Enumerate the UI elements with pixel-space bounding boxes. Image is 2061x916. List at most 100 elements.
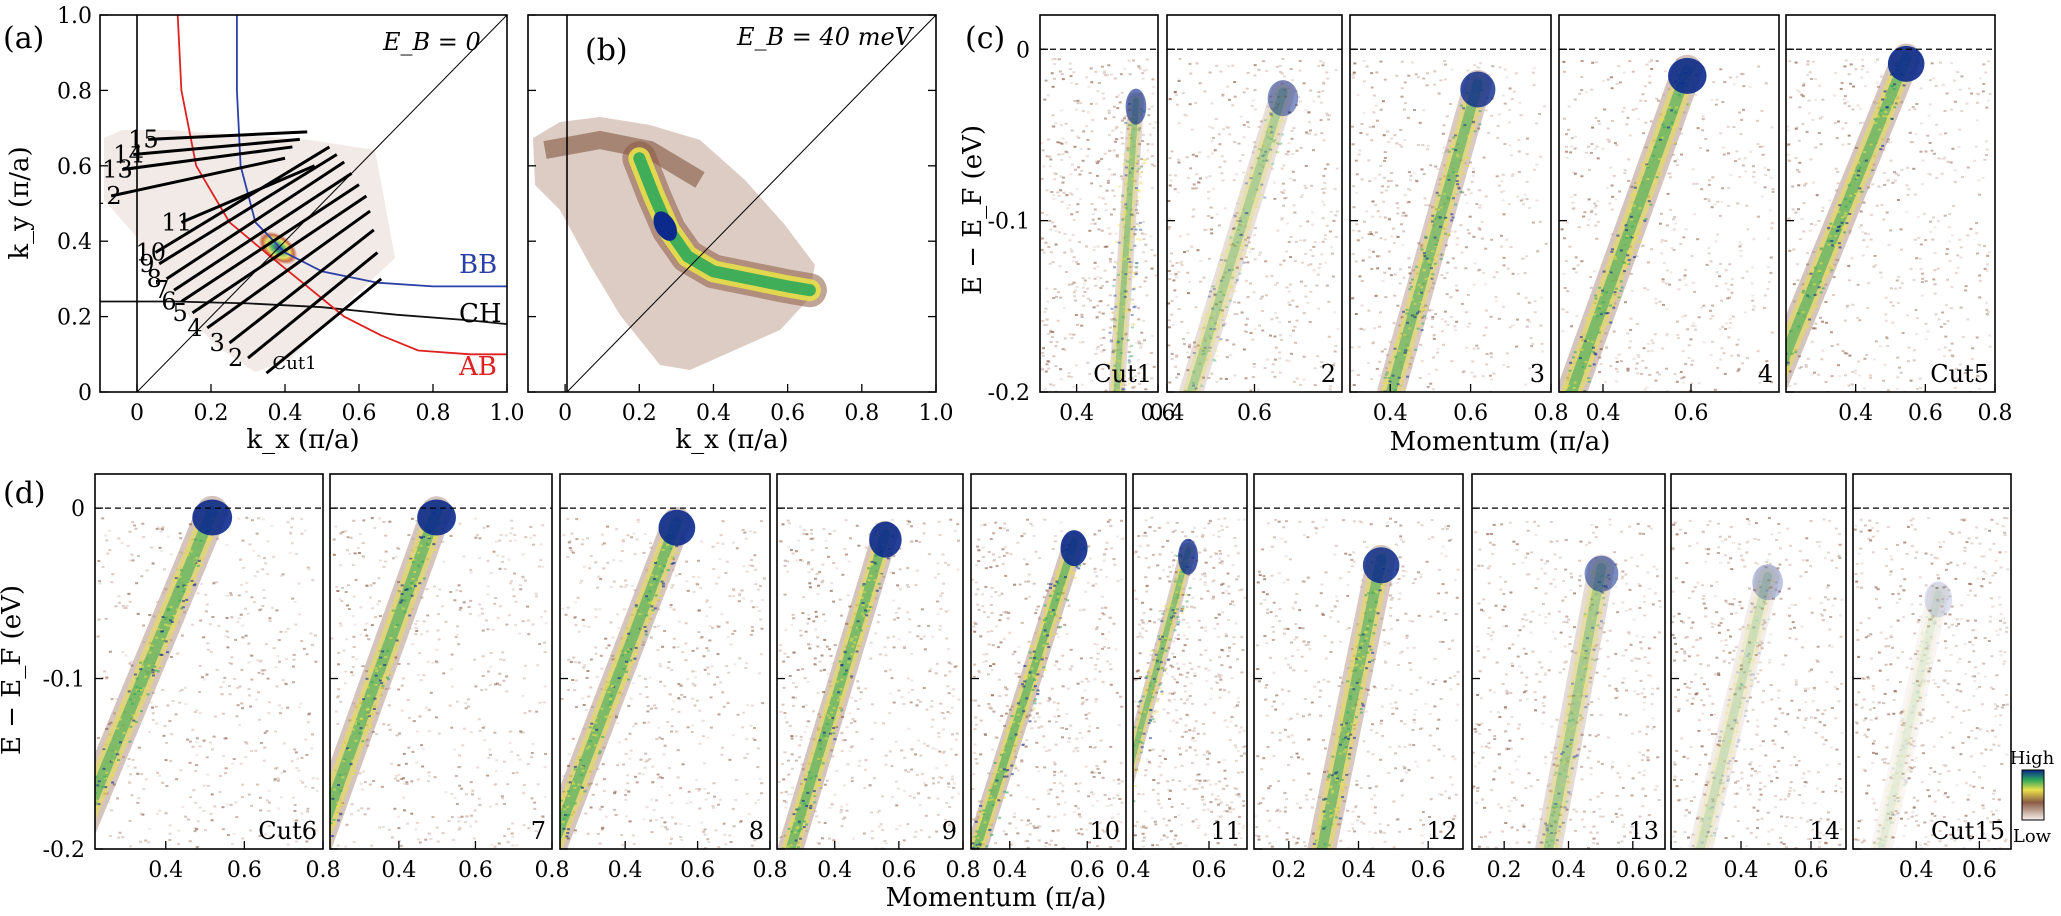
c-xtick-label: 0.4: [1838, 401, 1873, 426]
panel-a-xtick-label: 0.6: [342, 401, 377, 426]
d-cut-label-10: Cut15: [1931, 817, 2005, 845]
cut-label-5: 5: [173, 299, 188, 327]
panel-a-label: (a): [3, 21, 44, 56]
bb-label: BB: [459, 250, 497, 280]
d-xtick-label: 0.6: [881, 858, 916, 883]
panel-a-ytick-label: 0: [78, 381, 92, 406]
d-cut-7-peak: [1362, 547, 1400, 584]
panel-a-ylabel: k_y (π/a): [5, 146, 35, 259]
c-xtick-label: 0.6: [1237, 401, 1272, 426]
d-cut-4-peak: [869, 521, 902, 558]
c-xtick-label: 0.6: [1908, 401, 1943, 426]
panel-b-frame: [527, 14, 937, 393]
cut-line-6: [180, 183, 360, 303]
d-cut-4-band: [777, 520, 902, 849]
panel-b-xtick-label: 0.6: [770, 401, 805, 426]
cut-label-13: 13: [102, 156, 133, 184]
d-cut-7: 0.2 0.4 0.6 12: [1253, 473, 1464, 883]
d-cut-4-frame: [776, 473, 964, 850]
panel-b-xtick-label: 0: [558, 401, 572, 426]
cut-line-7: [173, 172, 353, 292]
d-xtick-label: 0.8: [753, 858, 788, 883]
cut-line-13: [122, 145, 293, 172]
c-xtick-label: 0.4: [1373, 401, 1408, 426]
c-cut-2-peak: [1267, 80, 1299, 117]
d-xtick-label: 0.4: [608, 858, 643, 883]
d-cut-8-peak: [1584, 555, 1619, 592]
panel-a-frame: [99, 14, 508, 393]
c-cut-4-frame: [1558, 14, 1780, 393]
panel-d: (d) E − E_F (eV) Momentum (π/a) 0.4 0.6 0.…: [0, 473, 2012, 913]
cut-line-5: [191, 194, 368, 315]
d-cut-2: 0.4 0.6 0.8 7: [329, 473, 570, 883]
d-cut-5-peak: [1060, 530, 1088, 567]
panel-b-label: (b): [585, 33, 628, 68]
d-ytick-label: -0.2: [43, 838, 85, 863]
d-xtick-label: 0.2: [1271, 858, 1306, 883]
panel-a-ytick-label: 0.2: [57, 306, 92, 331]
d-xtick-label: 0.6: [1962, 858, 1997, 883]
d-cut-8-band: [1535, 554, 1619, 849]
panel-c: (c) E − E_F (eV) Momentum (π/a) 0.4 0.60-…: [958, 14, 2013, 457]
panel-c-ylabel: E − E_F (eV): [958, 125, 988, 295]
d-xtick-label: 0.6: [1070, 858, 1105, 883]
d-cut-5-frame: [970, 473, 1127, 850]
b-band-layer-3: [633, 152, 816, 297]
c-cut-3-band: [1377, 69, 1496, 392]
d-cut-9-background: [1671, 517, 1844, 849]
panel-a-xtick-label: 0.2: [194, 401, 229, 426]
panel-d-ylabel: E − E_F (eV): [0, 585, 27, 755]
d-cut-10-background: [1853, 517, 2010, 849]
d-cut-5: 0.4 0.6 10: [970, 473, 1127, 883]
d-cut-6: 0.4 0.6 11: [1116, 473, 1248, 883]
d-cut-2-frame: [329, 473, 553, 850]
d-xtick-label: 0.6: [1411, 858, 1446, 883]
c-cut-2-background: [1167, 57, 1340, 392]
cut-label-9: 9: [139, 250, 154, 278]
panel-b-xtick-label: 0.8: [844, 401, 879, 426]
c-cut-5-frame: [1785, 14, 1996, 393]
c-xtick-label: 0.4: [1150, 401, 1185, 426]
d-cut-label-3: 8: [749, 817, 764, 845]
c-ytick-label: -0.1: [988, 210, 1030, 235]
colorbar-high-label: High: [2010, 748, 2055, 769]
cut-label-2: 2: [228, 344, 243, 372]
cut-line-10: [154, 145, 331, 254]
d-cut-9-frame: [1670, 473, 1847, 850]
fs-curve-diagonal: [136, 15, 507, 392]
panel-a-ytick-label: 0.6: [57, 155, 92, 180]
d-cut-label-6: 11: [1210, 817, 1241, 845]
panel-a-ytick-label: 1.0: [57, 4, 92, 29]
c-xtick-label: 0.8: [1978, 401, 2013, 426]
d-cut-label-9: 14: [1809, 817, 1840, 845]
panel-b-xtick-label: 0.4: [696, 401, 731, 426]
b-band-peak: [653, 211, 678, 241]
c-cut-1: 0.4 0.6 0 -0.1 -0.2 Cut1: [988, 14, 1176, 426]
cut-label-6: 6: [161, 288, 176, 316]
panel-a-xtick-label: 1.0: [490, 401, 525, 426]
c-xtick-label: 0.4: [1586, 401, 1621, 426]
c-xtick-label: 0.6: [1141, 401, 1176, 426]
d-xtick-label: 0.6: [1615, 858, 1650, 883]
d-cut-5-band: [971, 530, 1088, 849]
c-xtick-label: 0.6: [1453, 401, 1488, 426]
fs-curve-ch: [100, 300, 507, 325]
d-cut-label-2: 7: [531, 817, 546, 845]
cut-line-4: [206, 209, 371, 330]
cut-line-15: [148, 130, 308, 141]
ch-label: CH: [459, 299, 502, 329]
c-cut-4: 0.4 0.6 4: [1558, 14, 1780, 426]
d-xtick-label: 0.4: [1116, 858, 1151, 883]
d-cut-6-background: [1133, 516, 1247, 849]
cut-line-11: [180, 164, 316, 224]
d-cut-label-8: 13: [1628, 817, 1659, 845]
colorbar-gradient: [2021, 769, 2045, 821]
d-cut-6-band: [1133, 538, 1199, 803]
c-xtick-label: 0.4: [1059, 401, 1094, 426]
cut-label-15: 15: [128, 125, 159, 153]
cut-label-1: Cut1: [273, 353, 317, 374]
cut-line-8: [165, 160, 346, 281]
cut-line-3: [228, 228, 375, 345]
d-cut-1-peak: [192, 499, 233, 536]
